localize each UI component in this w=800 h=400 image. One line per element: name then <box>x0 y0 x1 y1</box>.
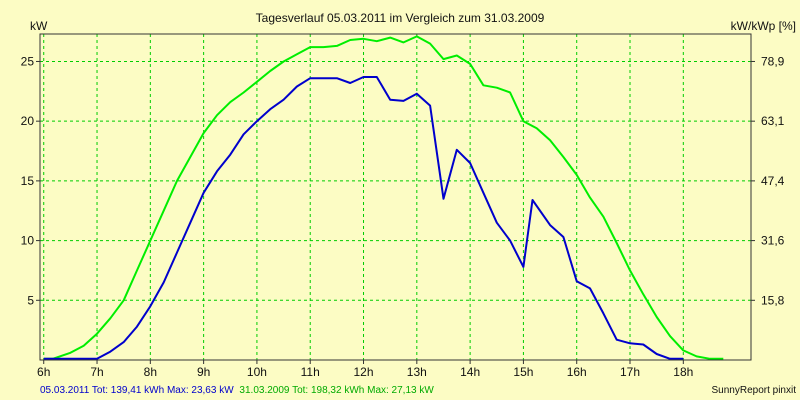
series-line-2 <box>43 76 684 360</box>
y-tick-label-right: 31,6 <box>761 234 785 248</box>
x-tick-label: 8h <box>144 365 157 379</box>
series-lines <box>43 35 724 360</box>
y-tick-label-left: 20 <box>21 114 35 128</box>
grid-lines <box>40 34 751 360</box>
x-tick-label: 17h <box>620 365 640 379</box>
footer-series-2009: 31.03.2009 Tot: 198,32 kWh Max: 27,13 kW <box>239 385 434 396</box>
y-tick-label-right: 47,4 <box>761 174 785 188</box>
chart-title: Tagesverlauf 05.03.2011 im Vergleich zum… <box>256 11 545 25</box>
left-axis-unit: kW <box>30 19 48 33</box>
x-tick-label: 12h <box>354 365 374 379</box>
right-axis-unit: kW/kWp [%] <box>731 19 796 33</box>
x-tick-label: 7h <box>90 365 103 379</box>
y-tick-label-right: 63,1 <box>761 114 785 128</box>
y-tick-label-left: 15 <box>21 174 35 188</box>
y-tick-label-right: 15,8 <box>761 293 785 307</box>
plot-frame <box>39 33 752 361</box>
x-tick-label: 18h <box>673 365 693 379</box>
x-tick-label: 16h <box>567 365 587 379</box>
footer-series-2011: 05.03.2011 Tot: 139,41 kWh Max: 23,63 kW <box>40 385 234 396</box>
x-tick-label: 6h <box>37 365 50 379</box>
y-tick-label-left: 10 <box>21 234 35 248</box>
x-tick-label: 10h <box>247 365 267 379</box>
x-tick-label: 9h <box>197 365 210 379</box>
footer-credit: SunnyReport pinxit <box>712 385 797 396</box>
series-line-1 <box>43 35 724 360</box>
x-tick-label: 11h <box>301 365 320 379</box>
tick-marks <box>36 60 755 364</box>
y-tick-label-left: 25 <box>21 54 35 68</box>
tick-labels: 6h 7h 8h 9h 10h 11h 12h 13h 14h 15h 16h 17h 18h 5 10 15… <box>21 54 785 379</box>
x-tick-label: 15h <box>513 365 533 379</box>
x-tick-label: 13h <box>407 365 427 379</box>
y-tick-label-right: 78,9 <box>761 54 785 68</box>
footer-summary: 05.03.2011 Tot: 139,41 kWh Max: 23,63 kW… <box>40 385 434 396</box>
x-tick-label: 14h <box>460 365 480 379</box>
y-tick-label-left: 5 <box>27 293 34 307</box>
